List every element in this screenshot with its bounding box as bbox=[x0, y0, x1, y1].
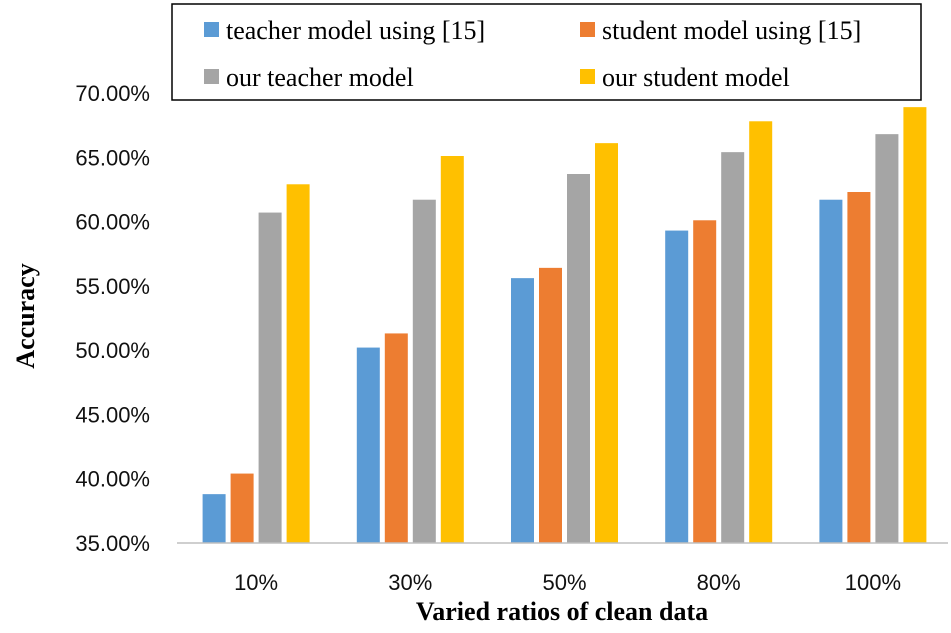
y-tick-label: 35.00% bbox=[75, 531, 150, 556]
x-tick-label: 30% bbox=[388, 570, 432, 595]
bar bbox=[847, 192, 871, 543]
legend-swatch bbox=[204, 22, 219, 37]
legend-frame bbox=[171, 3, 922, 101]
y-tick-label: 40.00% bbox=[75, 467, 150, 492]
y-tick-label: 70.00% bbox=[75, 81, 150, 106]
bar bbox=[595, 143, 618, 543]
y-axis-title: Accuracy bbox=[11, 263, 40, 368]
bar bbox=[412, 199, 436, 543]
x-tick-label: 10% bbox=[234, 570, 278, 595]
legend: teacher model using [15] student model us… bbox=[171, 3, 922, 101]
bar bbox=[384, 333, 408, 543]
bars-group bbox=[202, 107, 927, 544]
bar bbox=[202, 494, 226, 543]
legend-label: student model using [15] bbox=[602, 16, 861, 45]
bar bbox=[440, 156, 464, 543]
bar bbox=[539, 267, 562, 543]
legend-swatch bbox=[204, 69, 219, 84]
y-tick-label: 50.00% bbox=[75, 338, 150, 363]
legend-label: teacher model using [15] bbox=[226, 16, 485, 45]
x-tick-label: 100% bbox=[845, 570, 901, 595]
bar bbox=[286, 184, 310, 544]
y-axis-ticks: 35.00% 40.00% 45.00% 50.00% 55.00% 60.00% 65.0… bbox=[75, 81, 150, 556]
bar bbox=[665, 230, 689, 544]
legend-label: our student model bbox=[602, 63, 790, 92]
y-tick-label: 55.00% bbox=[75, 274, 150, 299]
bar bbox=[258, 212, 282, 544]
x-axis-ticks: 10% 30% 50% 80% 100% bbox=[234, 570, 901, 595]
legend-swatch bbox=[580, 22, 595, 37]
bar bbox=[903, 107, 927, 544]
x-axis-title: Varied ratios of clean data bbox=[416, 597, 708, 626]
bar bbox=[721, 152, 745, 543]
bar bbox=[693, 220, 717, 544]
bar bbox=[875, 134, 899, 543]
bar bbox=[356, 347, 380, 543]
legend-swatch bbox=[580, 69, 595, 84]
x-tick-label: 80% bbox=[697, 570, 741, 595]
bar bbox=[749, 121, 773, 544]
bar bbox=[511, 278, 534, 543]
x-tick-label: 50% bbox=[542, 570, 586, 595]
y-tick-label: 45.00% bbox=[75, 402, 150, 427]
legend-label: our teacher model bbox=[226, 63, 414, 92]
bar bbox=[567, 174, 590, 543]
y-tick-label: 65.00% bbox=[75, 145, 150, 170]
y-tick-label: 60.00% bbox=[75, 210, 150, 235]
bar bbox=[819, 199, 843, 543]
bar bbox=[230, 473, 254, 543]
